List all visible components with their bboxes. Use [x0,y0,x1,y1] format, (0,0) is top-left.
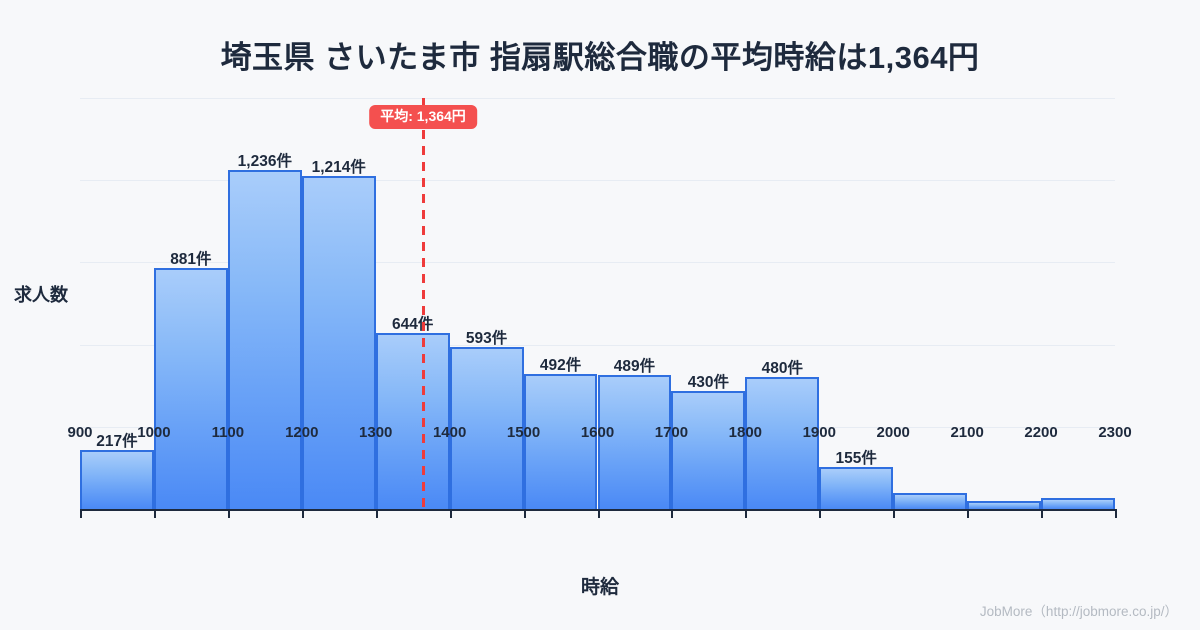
x-axis-tick-label: 900 [67,424,93,441]
x-axis-tick [449,509,452,518]
x-axis-tick-label: 2300 [1098,424,1132,441]
x-axis-tick [301,509,304,518]
y-axis-title: 求人数 [14,285,68,305]
bar[interactable] [745,377,820,509]
bar-value-label: 644件 [391,315,434,333]
footer-credit: JobMore（http://jobmore.co.jp/） [979,604,1178,619]
bar[interactable] [1041,498,1115,509]
plot-area [80,98,1117,518]
x-axis-line [80,509,1115,511]
gridline [80,262,1115,264]
x-axis-tick [1115,509,1117,518]
x-axis-tick-label: 1200 [285,424,319,441]
x-axis-tick [80,509,82,518]
x-axis-tick [893,509,896,518]
x-axis-title: 時給 [580,577,619,598]
gridline [80,180,1115,182]
page-title: 埼玉県 さいたま市 指扇駅総合職の平均時給は1,364円 [220,40,980,75]
bar-value-label: 480件 [761,360,803,378]
bar[interactable] [80,449,154,509]
bar-value-label: 155件 [835,449,877,467]
bar-value-label: 1,236件 [237,153,292,171]
x-axis-tick [523,509,526,518]
average-line [422,98,426,509]
x-axis-tick-label: 1700 [654,424,689,441]
bar[interactable] [893,493,968,509]
x-axis-tick [1041,509,1044,518]
x-axis-tick [375,509,378,518]
bar-series [80,98,1115,509]
bar-value-label: 1,214件 [311,159,366,177]
bar-value-label: 430件 [687,374,730,392]
average-badge: 平均: 1,364円 [369,105,477,130]
x-axis-tick-label: 1500 [506,424,541,441]
x-axis-tick-label: 2100 [950,424,984,441]
bar[interactable] [449,346,524,509]
x-axis-tick-label: 2200 [1024,424,1058,441]
bar[interactable] [301,176,376,509]
bar-value-label: 881件 [170,250,212,268]
bar-value-label: 593件 [465,329,508,347]
x-axis-tick-label: 1600 [580,424,615,441]
x-axis-tick-label: 1900 [802,424,836,441]
bar[interactable] [153,267,228,509]
bar[interactable] [819,466,894,509]
bar-value-label: 489件 [613,358,656,375]
x-axis-tick-label: 1300 [359,424,393,441]
gridline [80,98,1115,99]
x-axis-tick [671,509,674,518]
bar[interactable] [375,332,450,509]
bar[interactable] [597,375,672,509]
bar-value-label: 492件 [539,357,582,375]
x-axis-tick-label: 1800 [728,424,763,441]
x-axis-tick-label: 1400 [432,424,467,441]
gridline [80,344,1115,346]
x-axis-tick [153,509,156,518]
bar[interactable] [523,374,598,509]
bar[interactable] [227,170,302,509]
bar-value-label: 217件 [96,432,138,450]
x-axis-tick [227,509,230,518]
bar[interactable] [671,391,746,509]
x-axis-tick-label: 1100 [211,424,245,441]
x-axis-tick [819,509,822,518]
bar[interactable] [967,501,1042,509]
x-axis-tick [745,509,748,518]
x-axis-tick-label: 1000 [137,424,171,441]
x-axis-tick [597,509,600,518]
x-axis-tick-label: 2000 [876,424,910,441]
x-axis-tick [967,509,970,518]
